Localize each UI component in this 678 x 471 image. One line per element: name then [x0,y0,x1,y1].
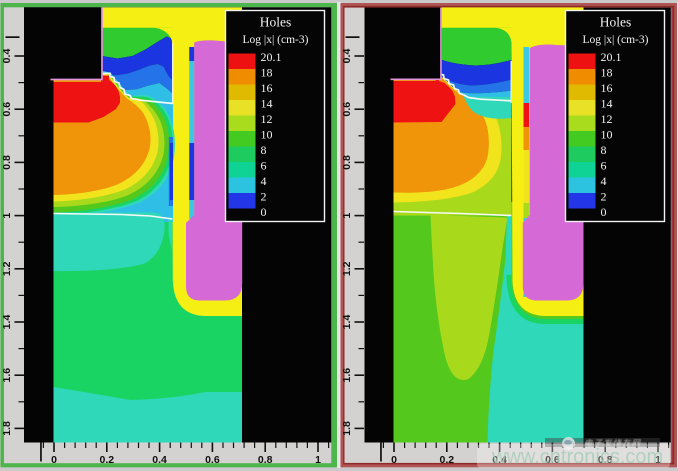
svg-text:8: 8 [601,143,607,157]
svg-text:18: 18 [601,66,613,80]
svg-text:0.4: 0.4 [1,49,13,64]
svg-text:0.2: 0.2 [99,454,114,466]
svg-text:1.4: 1.4 [341,315,353,330]
svg-text:0.6: 0.6 [1,102,13,117]
svg-text:Holes: Holes [260,15,292,30]
svg-text:0.6: 0.6 [341,102,353,117]
svg-text:4: 4 [601,174,607,188]
svg-text:20.1: 20.1 [601,50,622,64]
svg-text:1.2: 1.2 [341,261,353,276]
svg-text:1: 1 [1,213,13,219]
svg-text:0.4: 0.4 [152,454,167,466]
svg-text:1.2: 1.2 [1,261,13,276]
svg-text:10: 10 [261,128,273,142]
svg-text:0.4: 0.4 [341,49,353,64]
svg-text:Holes: Holes [600,15,632,30]
svg-text:1: 1 [315,454,321,466]
svg-text:1.8: 1.8 [341,421,353,436]
svg-text:0: 0 [601,205,607,219]
svg-text:1: 1 [341,213,353,219]
svg-text:14: 14 [261,97,273,111]
svg-text:2: 2 [261,190,267,204]
svg-text:20.1: 20.1 [261,50,282,64]
svg-text:0.8: 0.8 [341,155,353,170]
svg-text:0.6: 0.6 [205,454,220,466]
svg-text:0.6: 0.6 [545,454,560,466]
svg-text:2: 2 [601,190,607,204]
svg-text:8: 8 [261,143,267,157]
svg-text:6: 6 [601,159,607,173]
svg-text:12: 12 [261,112,273,126]
svg-text:1.6: 1.6 [1,368,13,383]
svg-text:14: 14 [601,97,613,111]
svg-text:0.2: 0.2 [439,454,454,466]
svg-text:0.8: 0.8 [258,454,273,466]
svg-text:1.6: 1.6 [341,368,353,383]
svg-text:1.8: 1.8 [1,421,13,436]
svg-text:0: 0 [261,205,267,219]
svg-text:Log |x| (cm-3): Log |x| (cm-3) [583,34,649,46]
svg-text:0.4: 0.4 [492,454,507,466]
svg-text:10: 10 [601,128,613,142]
svg-text:12: 12 [601,112,613,126]
svg-text:16: 16 [261,81,273,95]
svg-text:0.8: 0.8 [598,454,613,466]
svg-text:0: 0 [391,454,397,466]
svg-text:4: 4 [261,174,267,188]
svg-text:16: 16 [601,81,613,95]
svg-text:0: 0 [51,454,57,466]
svg-text:18: 18 [261,66,273,80]
svg-text:0.8: 0.8 [1,155,13,170]
svg-text:6: 6 [261,159,267,173]
svg-text:1.4: 1.4 [1,315,13,330]
svg-text:Log |x| (cm-3): Log |x| (cm-3) [243,34,309,46]
svg-text:1: 1 [655,454,661,466]
